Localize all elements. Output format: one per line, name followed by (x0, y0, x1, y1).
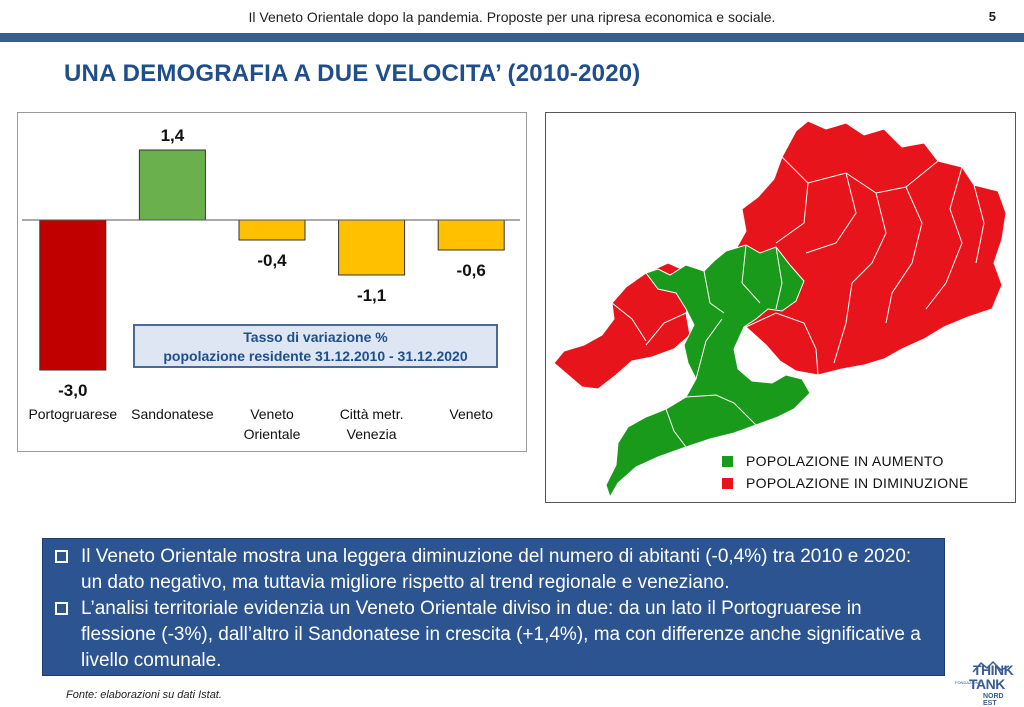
page-number: 5 (988, 9, 996, 24)
legend-swatch-increase (722, 456, 733, 467)
category-label: Portogruarese (28, 406, 117, 422)
bullet-text: Il Veneto Orientale mostra una leggera d… (81, 546, 912, 593)
logo-nordest: NORD EST (983, 693, 1004, 707)
bar (437, 219, 505, 251)
bar-chart: -3,0 Portogruarese 1,4 Sandonatese -0,4 Venet… (17, 112, 527, 452)
bullet-item: L’analisi territoriale evidenzia un Vene… (53, 596, 934, 674)
category-label: Città metr. (340, 406, 404, 422)
category-label: Venezia (347, 426, 397, 442)
think-tank-logo: FONDAZIONE THINK TANK NORD EST (955, 660, 1017, 707)
header-text: Il Veneto Orientale dopo la pandemia. Pr… (248, 9, 776, 25)
chart-legend-box: Tasso di variazione % popolazione reside… (133, 324, 498, 368)
checkbox-bullet-icon (55, 550, 68, 563)
category-label: Orientale (244, 426, 301, 442)
bar-value-label: 1,4 (161, 126, 185, 145)
chart-legend-line-2: popolazione residente 31.12.2010 - 31.12… (163, 348, 468, 364)
bullet-text: L’analisi territoriale evidenzia un Vene… (81, 598, 921, 671)
legend-label-decrease: POPOLAZIONE IN DIMINUZIONE (746, 475, 969, 491)
bar (338, 219, 406, 276)
source-note: Fonte: elaborazioni su dati Istat. (66, 689, 222, 701)
logo-think: THINK (973, 662, 1014, 678)
category-label: Veneto (250, 406, 294, 422)
category-label: Veneto (449, 406, 493, 422)
checkbox-bullet-icon (55, 602, 68, 615)
info-box: Il Veneto Orientale mostra una leggera d… (42, 538, 945, 676)
legend-swatch-decrease (722, 478, 733, 489)
chart-legend-line-1: Tasso di variazione % (243, 329, 388, 345)
bullet-item: Il Veneto Orientale mostra una leggera d… (53, 544, 934, 596)
logo-tank: TANK (969, 676, 1005, 692)
bar-value-label: -0,4 (257, 251, 287, 270)
bar-chart-svg: -3,0 Portogruarese 1,4 Sandonatese -0,4 Venet… (22, 126, 520, 442)
map-boundaries (611, 156, 985, 448)
legend-label-increase: POPOLAZIONE IN AUMENTO (746, 453, 944, 469)
bar-value-label: -3,0 (58, 381, 87, 400)
logo-prefix: FONDAZIONE (955, 680, 982, 685)
bar (238, 219, 306, 241)
header-rule (0, 33, 1024, 42)
slide-title: UNA DEMOGRAFIA A DUE VELOCITA’ (2010-202… (64, 60, 641, 87)
category-label: Sandonatese (131, 406, 214, 422)
bar-value-label: -0,6 (457, 261, 486, 280)
bar-value-label: -1,1 (357, 286, 386, 305)
population-map-svg (553, 120, 1007, 499)
population-map: POPOLAZIONE IN AUMENTO POPOLAZIONE IN DI… (545, 112, 1016, 503)
bar (39, 219, 107, 371)
bar (138, 149, 206, 221)
mountain-peaks-icon (972, 660, 1010, 673)
